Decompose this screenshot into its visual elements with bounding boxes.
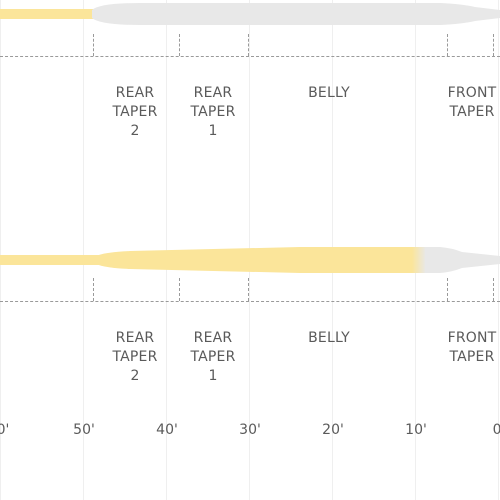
scale-tick-label: 30': [239, 422, 261, 438]
running-line-section: [0, 255, 100, 265]
fly-line-profile-2: [0, 247, 500, 273]
rear-taper-2-label: REAR TAPER 2: [112, 85, 158, 139]
segment-marker: [179, 278, 180, 301]
scale-tick-label: 40': [156, 422, 178, 438]
scale-tick-label: 20': [322, 422, 344, 438]
segment-marker: [447, 278, 448, 301]
belly-label: BELLY: [308, 85, 350, 101]
tip-section: [425, 247, 500, 273]
grid-line: [498, 0, 499, 500]
scale-tick-label: 50': [73, 422, 95, 438]
segment-marker: [93, 34, 94, 56]
segment-marker: [179, 34, 180, 56]
taper-divider-axis: [0, 301, 500, 302]
segment-marker: [248, 278, 249, 301]
head-section: [92, 3, 500, 25]
front-taper-label: FRONT TAPER: [447, 330, 497, 365]
belly-label: BELLY: [308, 330, 350, 346]
taper-divider-axis: [0, 56, 500, 57]
rear-taper-1-label: REAR TAPER 1: [190, 85, 236, 139]
color-transition: [412, 247, 426, 273]
grid-line: [83, 0, 84, 500]
segment-marker: [248, 34, 249, 56]
scale-tick-label: 10': [405, 422, 427, 438]
scale-tick-label: 0': [492, 422, 500, 438]
grid-line: [0, 0, 1, 500]
scale-tick-label: 0': [0, 422, 10, 438]
segment-marker: [93, 278, 94, 301]
fly-line-profile-1: [0, 3, 500, 25]
head-section: [96, 247, 415, 273]
rear-taper-1-label: REAR TAPER 1: [190, 330, 236, 384]
grid-line: [166, 0, 167, 500]
running-line-section: [0, 9, 96, 19]
segment-marker: [493, 278, 494, 301]
rear-taper-2-label: REAR TAPER 2: [112, 330, 158, 384]
front-taper-label: FRONT TAPER: [447, 85, 497, 120]
segment-marker: [493, 34, 494, 56]
segment-marker: [447, 34, 448, 56]
